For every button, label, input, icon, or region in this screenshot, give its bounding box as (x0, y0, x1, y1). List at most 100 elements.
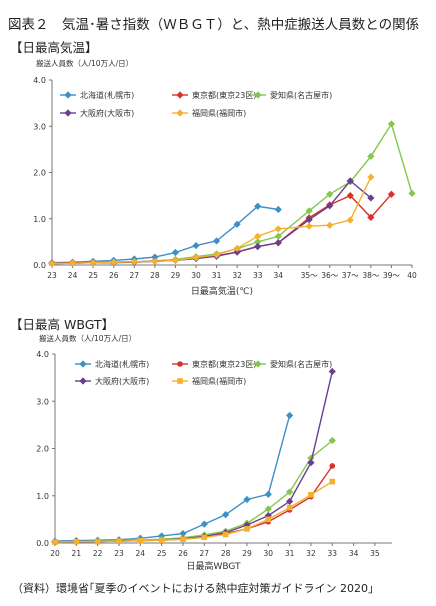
x-tick-label: 28 (150, 271, 160, 280)
legend-swatch-marker (79, 360, 87, 368)
data-point-fukuoka (265, 516, 272, 523)
series-line-tokyo (54, 465, 333, 543)
legend-label: 愛知県(名古屋市) (270, 359, 332, 369)
legend-item-fukuoka: 福岡県(福岡市) (172, 376, 246, 386)
x-tick-label: 27 (130, 271, 140, 280)
data-point-fukuoka (286, 504, 293, 511)
data-point-fukuoka (192, 254, 200, 262)
x-tick-label: 23 (114, 549, 124, 558)
data-point-aichi (328, 436, 336, 445)
legend-swatch-marker (79, 377, 87, 385)
legend-label: 福岡県(福岡市) (192, 108, 246, 118)
data-point-hokkaido (264, 490, 272, 498)
legend-item-aichi: 愛知県(名古屋市) (250, 90, 332, 100)
legend-swatch-marker (176, 91, 184, 99)
y-tick-label: 2.0 (36, 445, 49, 454)
legend-item-osaka: 大阪府(大阪市) (75, 376, 149, 386)
x-tick-label: 31 (285, 549, 295, 558)
data-point-fukuoka (244, 526, 250, 532)
legend-item-hokkaido: 北海道(札幌市) (60, 90, 134, 100)
y-tick-label: 0.0 (33, 261, 46, 270)
data-point-fukuoka (89, 259, 97, 267)
y-tick-label: 3.0 (33, 122, 46, 131)
x-tick-label: 26 (109, 271, 119, 280)
x-tick-label: 35～ (301, 271, 319, 280)
data-point-fukuoka (326, 221, 334, 229)
y-tick-label: 4.0 (33, 76, 46, 85)
data-point-hokkaido (286, 411, 294, 420)
data-point-aichi (274, 232, 282, 240)
data-point-fukuoka (254, 232, 262, 240)
x-tick-label: 27 (200, 549, 210, 558)
series-fukuoka (48, 173, 375, 268)
data-point-fukuoka (151, 257, 159, 265)
legend-label: 愛知県(名古屋市) (270, 90, 332, 100)
x-tick-label: 29 (242, 549, 252, 558)
series-hokkaido (48, 202, 282, 267)
x-tick-label: 21 (72, 549, 82, 558)
data-point-aichi (387, 120, 396, 128)
legend-item-osaka: 大阪府(大阪市) (60, 108, 134, 118)
data-point-hokkaido (212, 237, 221, 245)
x-tick-label: 38～ (362, 271, 380, 280)
data-point-fukuoka (48, 260, 56, 268)
data-point-fukuoka (305, 222, 313, 230)
y-tick-label: 2.0 (33, 169, 46, 178)
x-tick-label: 40 (407, 271, 417, 280)
series-line-hokkaido (54, 415, 291, 542)
y-axis-label: 搬送人員数（人/10万人/日） (39, 333, 136, 343)
y-tick-label: 1.0 (33, 215, 46, 224)
x-tick-label: 34 (274, 271, 284, 280)
series-line-osaka (54, 371, 333, 543)
series-tokyo (52, 463, 336, 545)
y-axis-label: 搬送人員数（人/10万人/日） (36, 58, 133, 68)
x-tick-label: 28 (221, 549, 231, 558)
series-line-fukuoka (51, 176, 372, 265)
y-tick-label: 0.0 (36, 539, 49, 548)
max-temperature-chart: 搬送人員数（人/10万人/日） 0.0 1.0 2.0 3.0 4.0 23 24 25 26 27… (33, 58, 417, 297)
data-point-fukuoka (158, 537, 165, 543)
figure-title: 図表２ 気温･暑さ指数（ＷＢＧＴ）と、熱中症搬送人員数との関係 (8, 17, 420, 33)
data-point-fukuoka (274, 225, 282, 233)
x-tick-label: 36～ (321, 271, 339, 280)
data-point-osaka (254, 242, 262, 251)
data-point-aichi (307, 454, 315, 462)
data-point-fukuoka (137, 537, 144, 544)
series-line-osaka (51, 179, 372, 265)
data-point-osaka (286, 497, 294, 506)
source-note: （資料）環境省｢夏季のイベントにおける熱中症対策ガイドライン 2020｣ (12, 582, 374, 595)
data-point-tokyo (329, 463, 336, 469)
x-axis-label: 日最高気温(℃) (191, 285, 253, 297)
x-tick-label: 25 (88, 271, 98, 280)
x-tick-label: 35 (370, 549, 380, 558)
legend-swatch-marker (177, 361, 183, 367)
data-point-fukuoka (212, 251, 221, 259)
legend-label: 北海道(札幌市) (95, 359, 149, 369)
data-point-fukuoka (346, 216, 354, 224)
data-point-fukuoka (222, 531, 229, 538)
x-tick-label: 24 (68, 271, 78, 280)
data-point-tokyo (367, 213, 375, 221)
x-tick-label: 26 (178, 549, 188, 558)
data-point-hokkaido (200, 520, 208, 528)
data-point-hokkaido (254, 202, 262, 210)
legend-swatch-marker (64, 91, 72, 99)
x-tick-label: 32 (306, 549, 316, 558)
data-point-fukuoka (201, 534, 208, 541)
series-osaka (51, 367, 336, 546)
data-point-fukuoka (130, 258, 138, 266)
data-point-aichi (408, 189, 416, 197)
data-point-hokkaido (171, 248, 180, 257)
x-tick-label: 22 (93, 549, 103, 558)
x-tick-label: 25 (157, 549, 167, 558)
legend-item-fukuoka: 福岡県(福岡市) (172, 108, 246, 118)
data-point-osaka (305, 216, 313, 224)
data-point-osaka (307, 459, 315, 467)
data-point-tokyo (346, 192, 354, 200)
section-title-max-wbgt: 【日最高 WBGT】 (10, 317, 115, 332)
x-tick-label: 30 (264, 549, 274, 558)
legend-label: 福岡県(福岡市) (192, 376, 246, 386)
legend-label: 大阪府(大阪市) (95, 376, 149, 386)
legend-label: 大阪府(大阪市) (80, 108, 134, 118)
